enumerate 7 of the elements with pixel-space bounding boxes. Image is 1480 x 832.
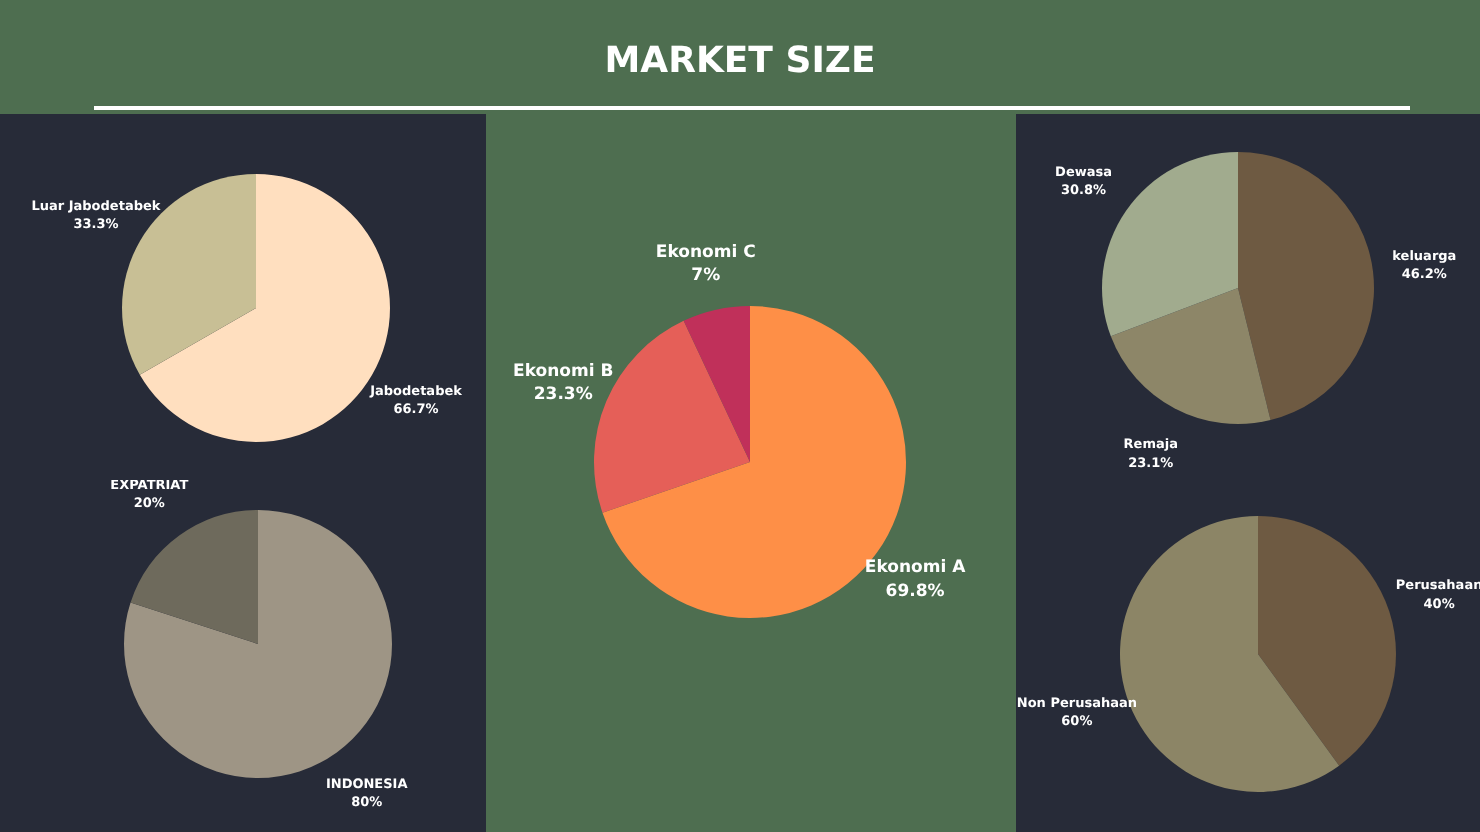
data-label: 7% [691,266,722,287]
slice-label: Ekonomi A [864,558,967,579]
text: MARKET SIZE [602,40,878,82]
data-label: 69.8% [885,582,946,603]
slice-label: Ekonomi B [513,361,614,382]
slice-label: Ekonomi C [655,242,756,263]
data-label: 23.3% [533,385,594,406]
